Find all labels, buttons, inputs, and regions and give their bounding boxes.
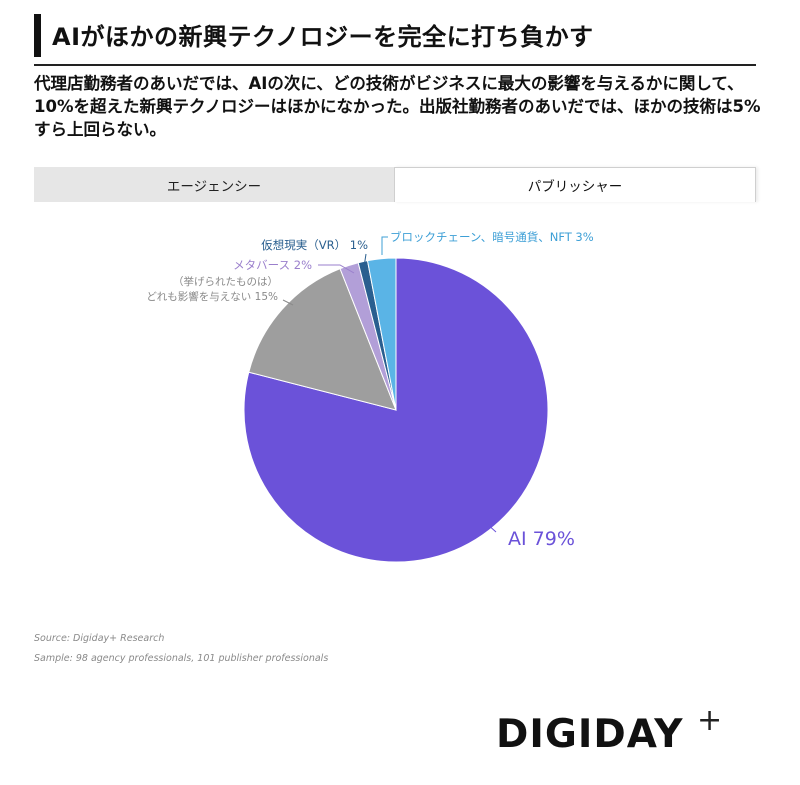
- label-ai: AI 79%: [508, 528, 575, 550]
- page-title: AIがほかの新興テクノロジーを完全に打ち負かす: [52, 23, 594, 51]
- label-blockchain: ブロックチェーン、暗号通貨、NFT 3%: [390, 230, 594, 244]
- label-blockchain-leader: [381, 236, 388, 255]
- sample-note: Sample: 98 agency professionals, 101 pub…: [34, 653, 329, 664]
- slice-ai: [243, 257, 549, 563]
- title-accent-bar: [34, 14, 41, 57]
- label-metaverse-leader: [318, 264, 355, 274]
- label-none-line-2: どれも影響を与えない 15%: [146, 290, 278, 303]
- label-vr-leader: [363, 253, 367, 268]
- segment-tabs: エージェンシー パブリッシャー: [34, 167, 756, 202]
- tab-publisher[interactable]: パブリッシャー: [394, 167, 756, 202]
- slice-blockchain: [366, 257, 397, 411]
- pie-chart: AI 79% （挙げられたものは） どれも影響を与えない 15% メタバース 2% 仮想…: [146, 230, 594, 563]
- tab-agency[interactable]: エージェンシー: [34, 167, 394, 202]
- label-vr: 仮想現実（VR） 1%: [261, 238, 368, 252]
- label-none-line-1: （挙げられたものは）: [173, 275, 278, 288]
- label-ai-leader: [485, 522, 497, 533]
- label-none-leader: [282, 299, 294, 306]
- digiday-logo: DIGIDAY: [496, 712, 684, 757]
- slice-none: [248, 268, 397, 411]
- digiday-logo-plus: +: [697, 703, 723, 738]
- source-note: Source: Digiday+ Research: [34, 633, 165, 644]
- label-metaverse: メタバース 2%: [233, 258, 312, 272]
- title-divider: [34, 64, 756, 66]
- page-subtitle: 代理店勤務者のあいだでは、AIの次に、どの技術がビジネスに最大の影響を与えるかに…: [34, 74, 761, 139]
